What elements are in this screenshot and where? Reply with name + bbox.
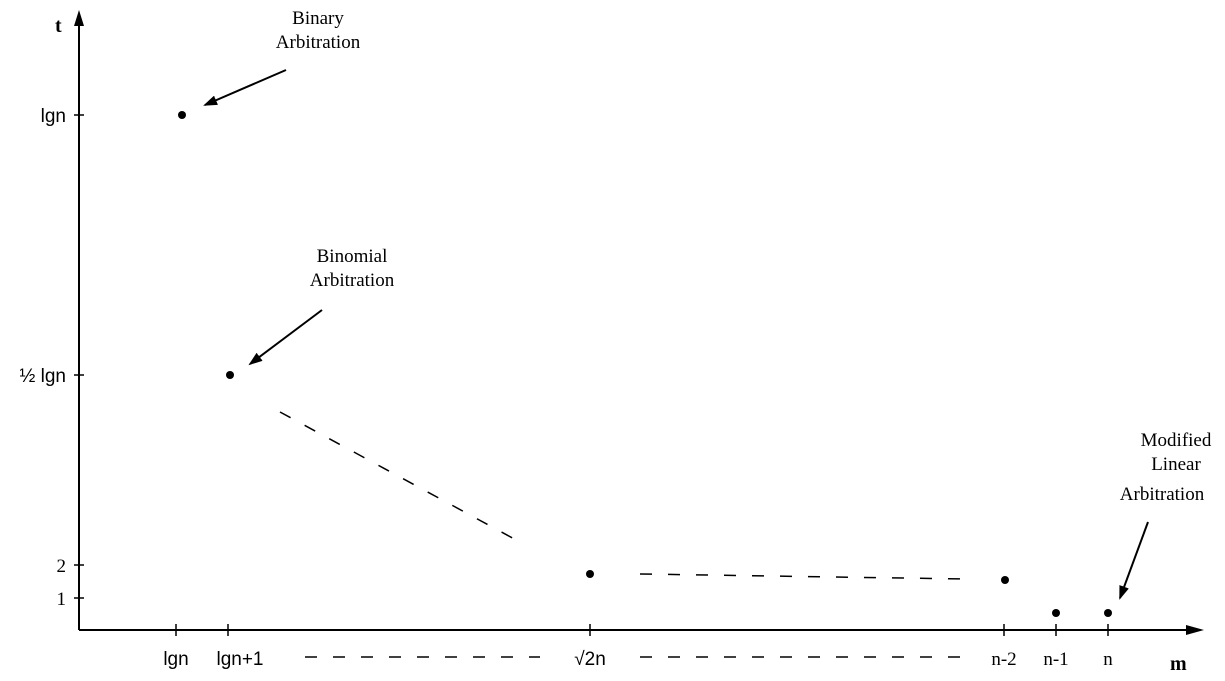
annotation-binomial-line1: Binomial — [317, 246, 388, 267]
annotation-binomial-line2: Arbitration — [310, 270, 395, 291]
x-tick-label-n-1: n-1 — [1043, 649, 1068, 670]
x-axis-title: m — [1170, 653, 1187, 675]
data-point-binomial — [226, 371, 234, 379]
x-tick-label-sqrt2n: √2n — [574, 649, 606, 670]
data-point-n — [1104, 609, 1112, 617]
x-axis-arrow-icon — [1186, 625, 1204, 635]
y-tick-label-1: 1 — [57, 589, 67, 610]
data-point-n-2 — [1001, 576, 1009, 584]
x-tick-label-lgn: lgn — [163, 649, 188, 670]
annotation-binary-line2: Arbitration — [276, 32, 361, 53]
data-point-binary — [178, 111, 186, 119]
data-point-sqrt2n — [586, 570, 594, 578]
annotation-modified-line1: Modified — [1141, 430, 1212, 451]
annotation-modified-line3: Arbitration — [1120, 484, 1205, 505]
y-tick-label-half-lgn: ½ lgn — [20, 366, 66, 387]
annotation-modified-arrow — [1119, 521, 1149, 600]
x-tick-label-n-2: n-2 — [991, 649, 1016, 670]
annotation-binary-arrow — [203, 69, 287, 106]
data-point-n-1 — [1052, 609, 1060, 617]
x-tick-label-lgn-plus-1: lgn+1 — [216, 649, 263, 670]
x-tick-label-n: n — [1103, 649, 1113, 670]
y-tick-label-2: 2 — [57, 556, 67, 577]
y-tick-label-lgn: lgn — [41, 106, 66, 127]
trend-dashes — [279, 411, 519, 542]
y-axis-arrow-icon — [74, 10, 84, 26]
annotation-modified-line2: Linear — [1151, 454, 1201, 475]
annotation-binomial-arrow — [248, 309, 323, 366]
trend-dashes — [639, 573, 966, 580]
annotation-binary-line1: Binary — [292, 8, 344, 29]
y-axis-title: t — [55, 15, 62, 37]
